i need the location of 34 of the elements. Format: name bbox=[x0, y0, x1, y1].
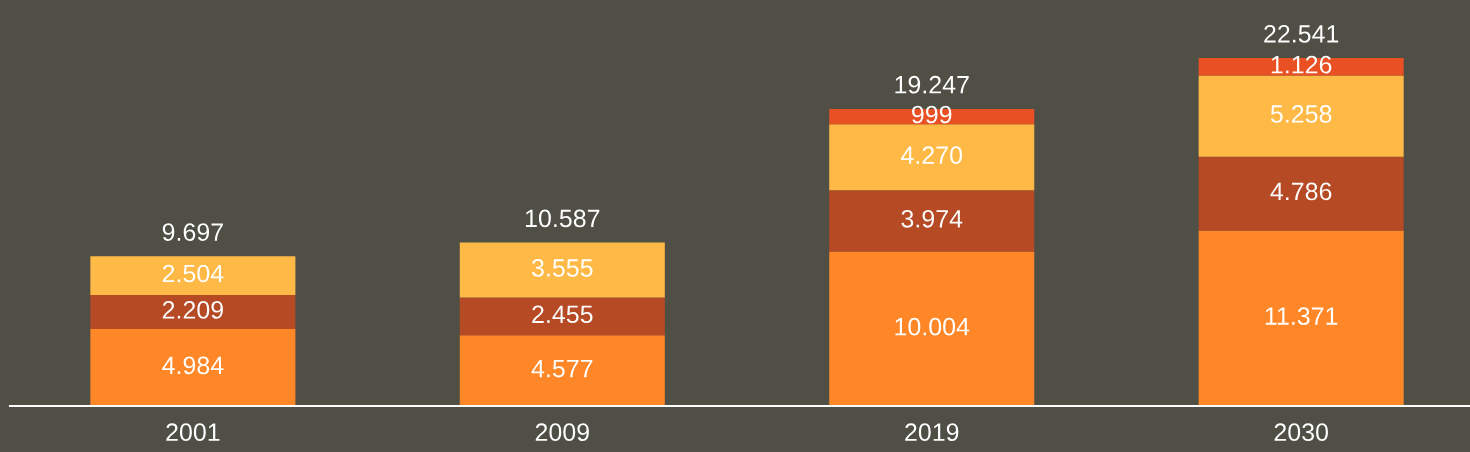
bar bbox=[1198, 75, 1404, 157]
bar bbox=[90, 256, 296, 295]
bar bbox=[829, 190, 1035, 252]
x-tick-label: 2009 bbox=[535, 423, 589, 442]
data-label: 4.786 bbox=[1270, 182, 1332, 201]
bar bbox=[829, 251, 1035, 406]
bar bbox=[459, 335, 665, 406]
data-label: 10.004 bbox=[895, 317, 970, 336]
data-label: 5.258 bbox=[1270, 105, 1332, 123]
x-tick-label: 2030 bbox=[1274, 423, 1328, 442]
bar bbox=[90, 294, 296, 330]
data-label: 2.504 bbox=[162, 264, 224, 283]
x-tick-label: 2001 bbox=[166, 423, 220, 442]
data-label: 3.974 bbox=[901, 209, 963, 228]
bar bbox=[459, 297, 665, 336]
data-label: 2.455 bbox=[532, 305, 593, 324]
data-label: 2.209 bbox=[162, 301, 223, 319]
bar bbox=[1198, 156, 1404, 231]
data-label: 4.984 bbox=[162, 356, 224, 375]
total-label: 22.541 bbox=[1264, 25, 1339, 43]
total-label: 19.247 bbox=[895, 75, 969, 94]
data-label: 11.371 bbox=[1265, 307, 1338, 325]
bar bbox=[1198, 230, 1404, 406]
data-label: 1.126 bbox=[1271, 55, 1332, 74]
data-label: 999 bbox=[912, 105, 952, 124]
total-label: 9.697 bbox=[162, 223, 223, 241]
bar bbox=[829, 124, 1035, 191]
bar bbox=[459, 242, 665, 298]
data-label: 4.577 bbox=[531, 359, 593, 378]
x-tick-label: 2019 bbox=[905, 423, 959, 442]
total-label: 10.587 bbox=[525, 209, 600, 228]
data-label: 4.270 bbox=[901, 146, 963, 165]
bar bbox=[90, 329, 296, 406]
data-label: 3.555 bbox=[531, 259, 593, 277]
